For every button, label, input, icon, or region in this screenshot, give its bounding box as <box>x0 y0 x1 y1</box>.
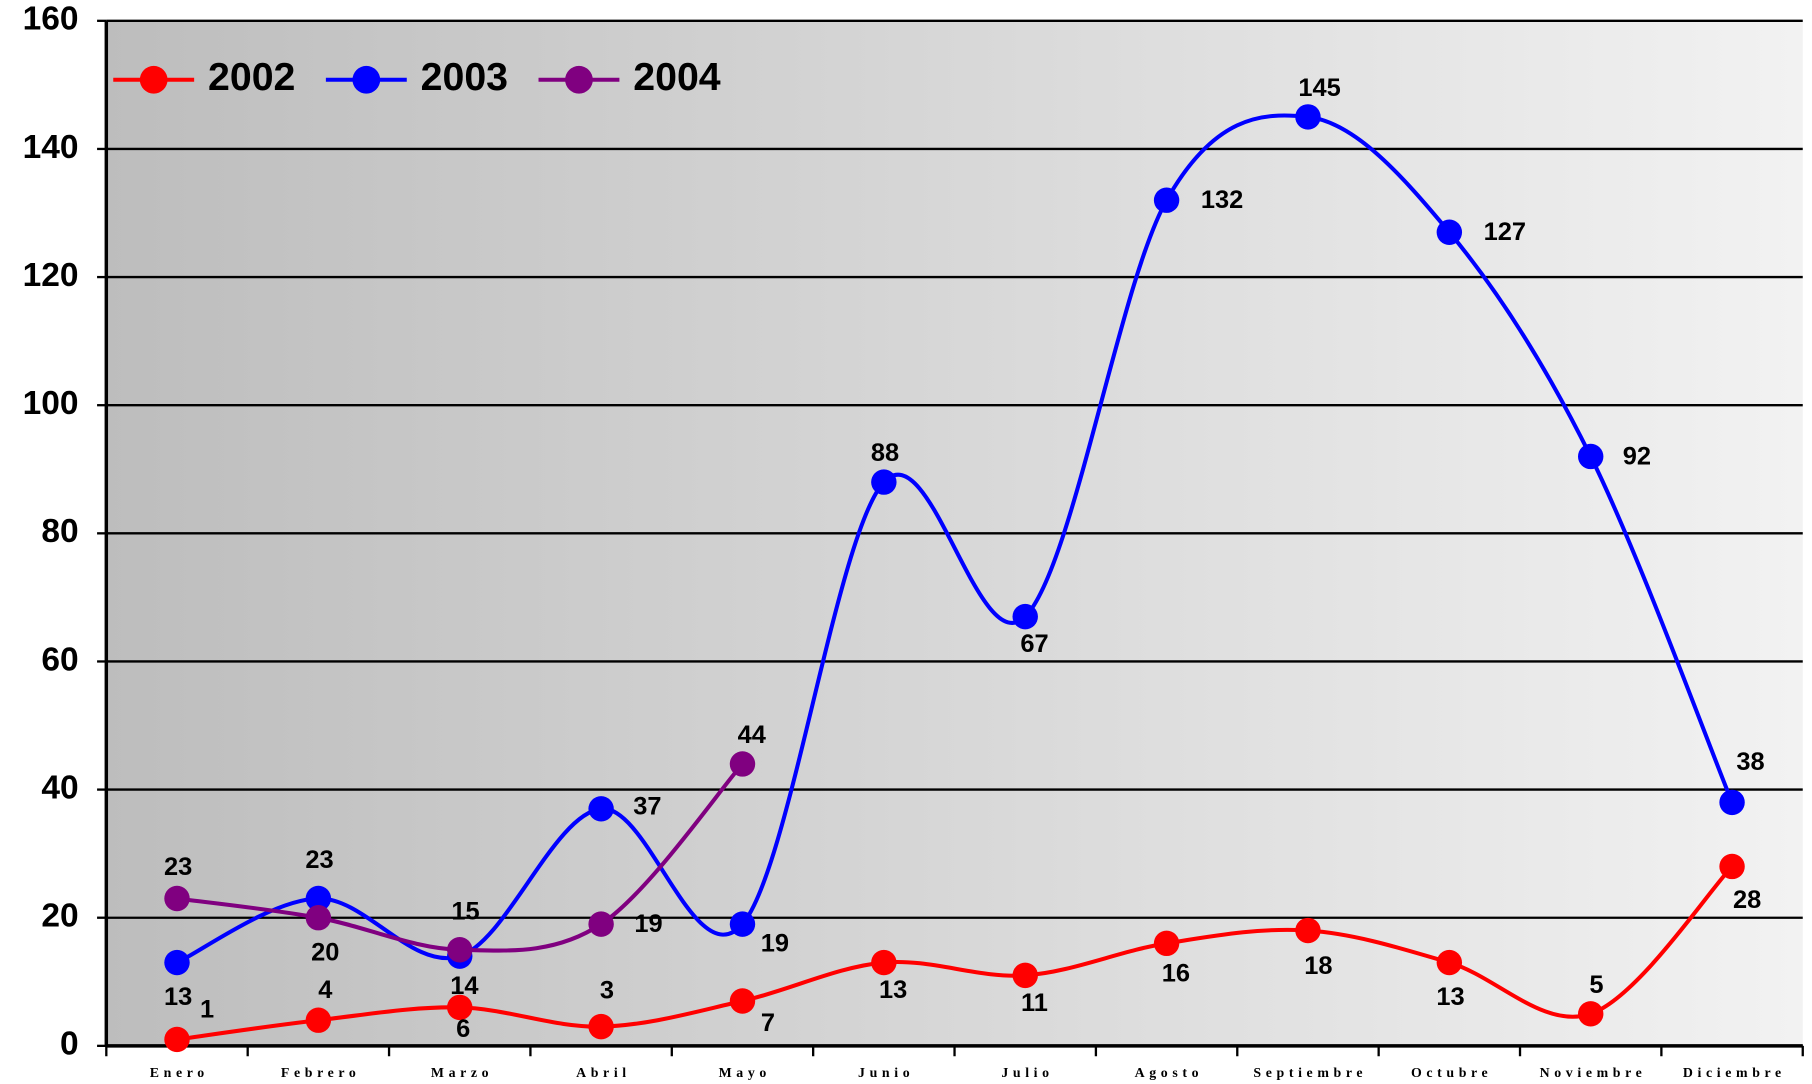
legend-marker <box>139 65 168 94</box>
data-label: 37 <box>633 792 661 820</box>
series-line <box>176 113 1734 965</box>
data-label: 20 <box>311 938 339 966</box>
marker <box>1295 917 1321 944</box>
x-tick-label: Febrero <box>281 1065 361 1080</box>
data-label: 15 <box>451 897 479 925</box>
data-label: 7 <box>761 1009 775 1037</box>
data-label: 13 <box>1436 983 1464 1011</box>
data-label: 88 <box>871 439 899 467</box>
marker <box>1719 853 1745 880</box>
y-tick-label: 80 <box>41 513 78 550</box>
data-label: 44 <box>738 721 766 749</box>
marker <box>447 994 473 1021</box>
data-label: 5 <box>1589 971 1603 999</box>
marker <box>305 885 332 912</box>
y-tick-label: 60 <box>41 641 78 678</box>
marker <box>1012 962 1038 989</box>
data-label: 38 <box>1736 748 1764 776</box>
data-label: 11 <box>1021 989 1048 1017</box>
data-label: 13 <box>164 983 192 1011</box>
y-tick-label: 40 <box>41 769 78 806</box>
y-tick-label: 0 <box>60 1026 79 1063</box>
marker <box>1719 789 1745 816</box>
marker <box>1012 603 1038 630</box>
marker <box>447 937 473 963</box>
data-label: 67 <box>1020 630 1048 658</box>
x-tick-label: Julio <box>1001 1065 1053 1080</box>
legend-label: 2003 <box>421 55 508 99</box>
marker <box>588 1013 614 1040</box>
data-label: 4 <box>318 976 332 1004</box>
marker <box>871 469 897 495</box>
data-label: 23 <box>164 853 192 881</box>
data-label: 145 <box>1298 74 1340 102</box>
marker <box>164 949 190 976</box>
x-tick-label: Enero <box>150 1065 209 1080</box>
x-tick-label: Noviembre <box>1540 1065 1647 1080</box>
marker <box>729 988 756 1014</box>
data-label: 92 <box>1623 442 1651 470</box>
x-tick-label: Septiembre <box>1253 1065 1367 1080</box>
marker <box>588 911 614 937</box>
data-label: 28 <box>1733 886 1761 914</box>
x-tick-label: Diciembre <box>1683 1065 1786 1080</box>
legend-label: 2002 <box>208 55 295 99</box>
marker <box>1295 104 1321 130</box>
legend-label: 2004 <box>633 55 721 99</box>
marker <box>1436 949 1463 976</box>
marker <box>1436 219 1463 245</box>
markers <box>164 104 1745 1053</box>
y-tick-label: 100 <box>23 385 79 422</box>
marker <box>588 796 614 822</box>
grid <box>97 19 1804 1057</box>
data-label: 16 <box>1162 959 1190 987</box>
y-tick-label: 160 <box>23 1 79 38</box>
marker <box>164 1026 190 1053</box>
data-label: 3 <box>600 977 614 1005</box>
data-label: 132 <box>1201 186 1243 214</box>
legend-marker <box>352 65 381 94</box>
x-tick-label: Mayo <box>719 1065 771 1080</box>
data-label: 14 <box>450 972 478 1000</box>
marker <box>1153 187 1180 213</box>
marker <box>729 911 756 937</box>
y-tick-label: 120 <box>23 257 79 294</box>
legend-marker <box>565 65 593 94</box>
marker <box>1577 443 1604 470</box>
data-label: 18 <box>1304 952 1332 980</box>
y-tick-label: 20 <box>41 898 78 935</box>
x-tick-label: Octubre <box>1411 1065 1492 1080</box>
data-label: 127 <box>1484 218 1526 246</box>
x-tick-label: Agosto <box>1135 1065 1204 1080</box>
data-label: 19 <box>634 910 662 938</box>
marker <box>164 885 190 912</box>
y-tick-label: 140 <box>23 129 79 166</box>
marker <box>729 751 756 777</box>
x-tick-label: Abril <box>576 1065 631 1080</box>
marker <box>871 949 897 976</box>
data-label: 1 <box>200 995 214 1023</box>
data-label: 13 <box>879 976 907 1004</box>
data-label: 23 <box>305 846 333 874</box>
x-tick-label: Marzo <box>431 1065 493 1080</box>
marker <box>1153 930 1180 957</box>
marker <box>305 1007 332 1033</box>
marker <box>305 905 332 931</box>
marker <box>1577 1001 1604 1027</box>
data-label: 6 <box>456 1015 470 1043</box>
x-tick-label: Junio <box>858 1065 914 1080</box>
data-label: 19 <box>761 930 789 958</box>
